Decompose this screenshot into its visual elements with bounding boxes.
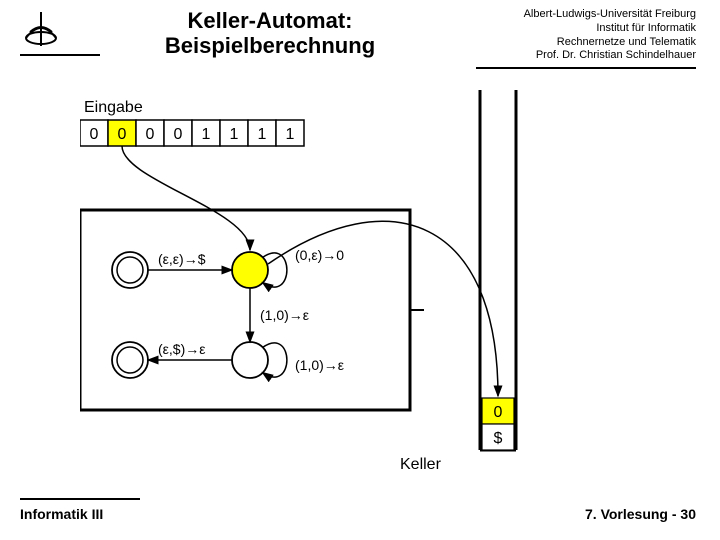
svg-text:(0,ε)→0: (0,ε)→0 — [295, 247, 344, 263]
svg-text:1: 1 — [258, 126, 267, 143]
title-line-1: Keller-Automat: — [187, 8, 352, 33]
footer-right: 7. Vorlesung - 30 — [585, 506, 696, 522]
logo-underline — [20, 54, 100, 56]
pda-diagram: Eingabe00001111(ε,ε)→$(0,ε)→0(1,0)→ε(1,0… — [80, 90, 660, 495]
svg-text:1: 1 — [230, 126, 239, 143]
svg-text:1: 1 — [202, 126, 211, 143]
slide-title: Keller-Automat: Beispielberechnung — [120, 8, 420, 59]
svg-text:(ε,ε)→$: (ε,ε)→$ — [158, 251, 206, 267]
affil-underline — [476, 67, 696, 69]
svg-text:$: $ — [494, 430, 503, 447]
affil-line: Albert-Ludwigs-Universität Freiburg — [476, 8, 696, 22]
stack-label: Keller — [400, 456, 441, 474]
affiliation-block: Albert-Ludwigs-Universität Freiburg Inst… — [476, 8, 696, 69]
svg-text:0: 0 — [174, 126, 183, 143]
svg-text:(1,0)→ε: (1,0)→ε — [260, 307, 309, 323]
affil-line: Prof. Dr. Christian Schindelhauer — [476, 49, 696, 63]
footer-left: Informatik III — [20, 506, 103, 522]
svg-text:0: 0 — [146, 126, 155, 143]
svg-text:0: 0 — [90, 126, 99, 143]
uni-logo — [20, 8, 62, 55]
svg-text:(ε,$)→ε: (ε,$)→ε — [158, 341, 205, 357]
title-line-2: Beispielberechnung — [165, 33, 375, 58]
svg-text:Eingabe: Eingabe — [84, 99, 143, 116]
affil-line: Rechnernetze und Telematik — [476, 36, 696, 50]
affil-line: Institut für Informatik — [476, 22, 696, 36]
svg-text:(1,0)→ε: (1,0)→ε — [295, 357, 344, 373]
svg-text:0: 0 — [118, 126, 127, 143]
svg-text:1: 1 — [286, 126, 295, 143]
svg-text:0: 0 — [494, 404, 503, 421]
footer-rule — [20, 498, 140, 500]
